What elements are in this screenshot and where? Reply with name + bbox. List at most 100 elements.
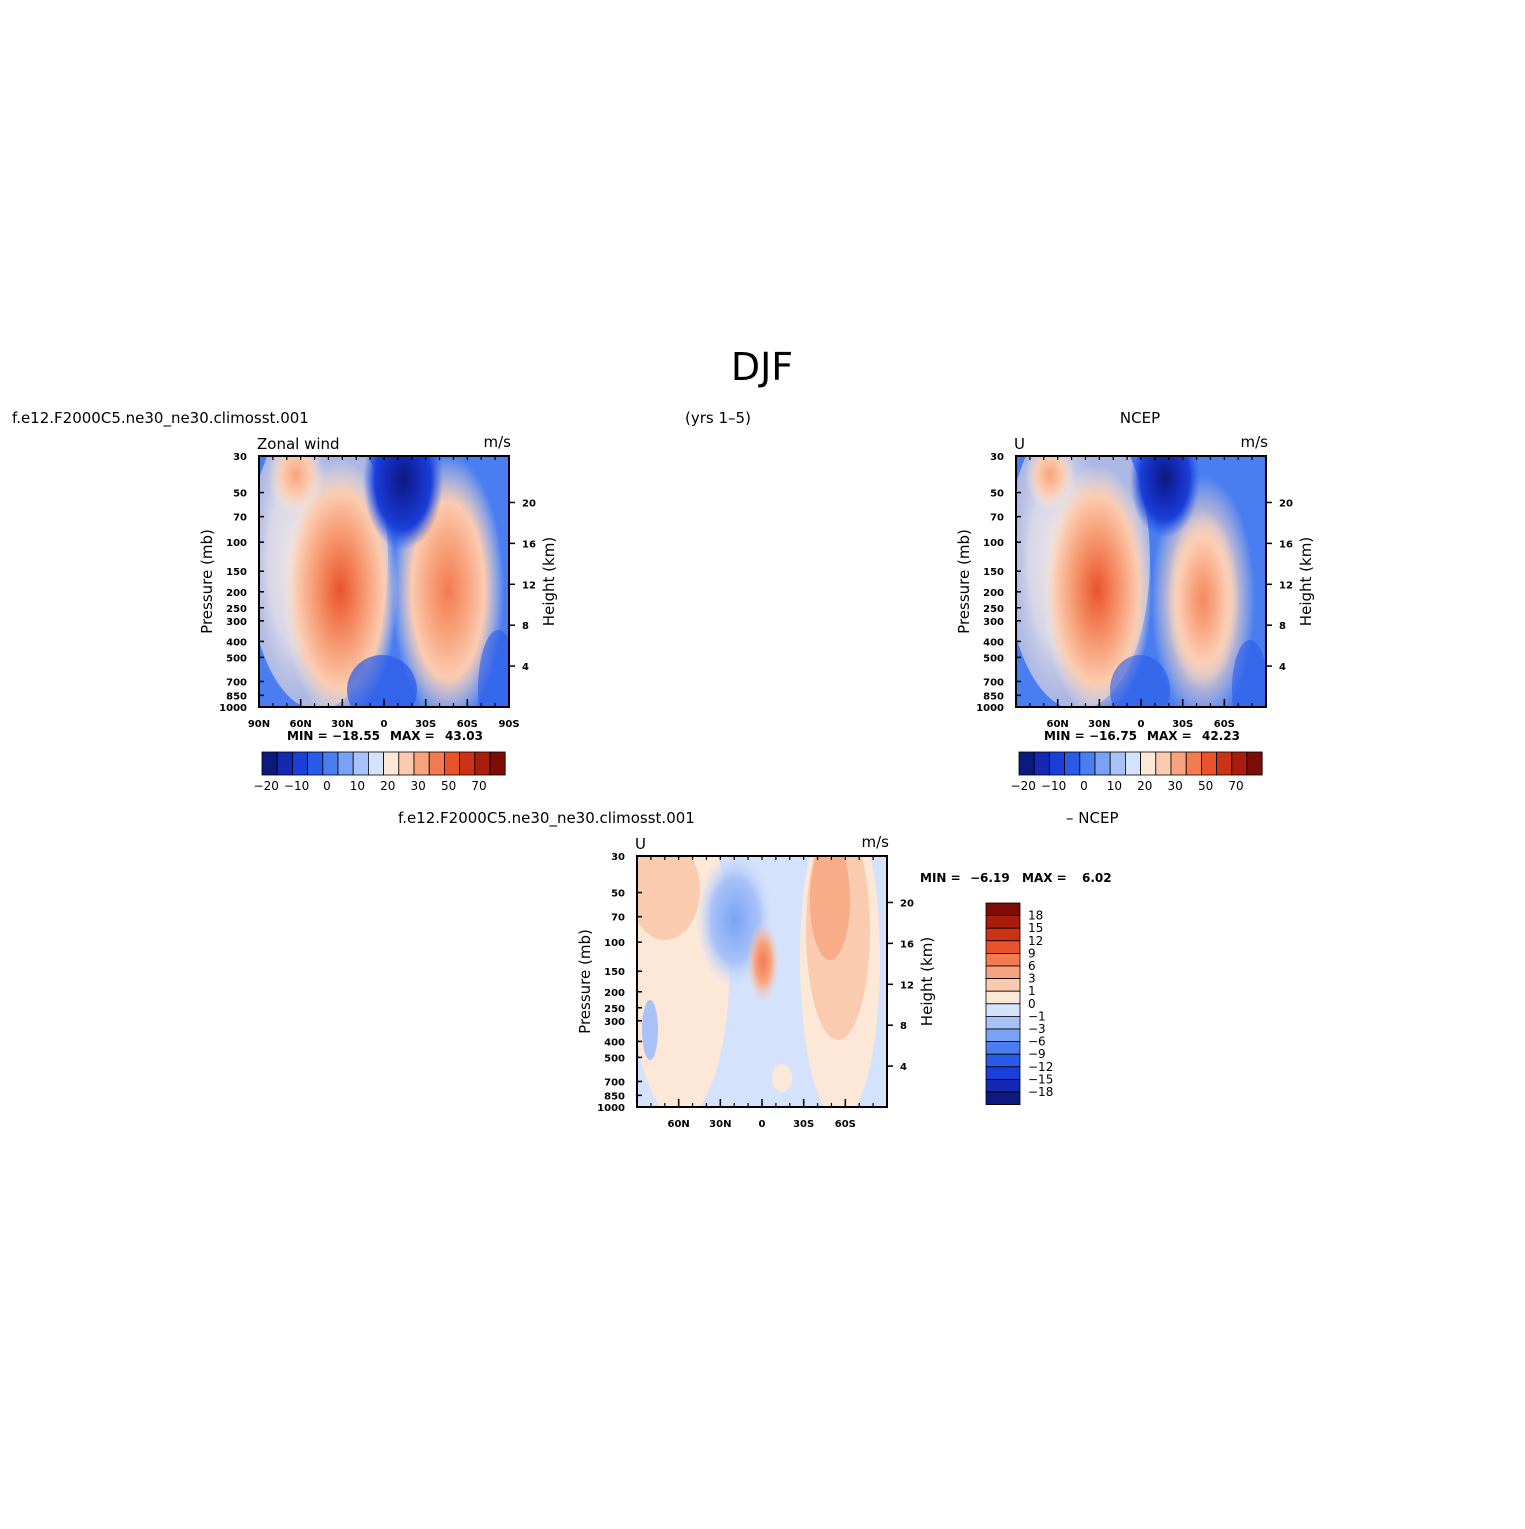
min-value: −18.55 [332, 729, 380, 743]
variable-label: U [635, 835, 646, 853]
units-label: m/s [862, 833, 890, 851]
colorbar-label: 3 [1028, 972, 1036, 986]
colorbar-label: −9 [1028, 1047, 1046, 1061]
colorbar-label: 9 [1028, 946, 1036, 960]
colorbar-swatch [428, 751, 445, 776]
pressure-tick-label: 250 [226, 604, 247, 615]
colorbar-swatch [1125, 751, 1142, 776]
colorbar-label: −6 [1028, 1035, 1046, 1049]
colorbar-swatch [291, 751, 308, 776]
colorbar-label: 70 [1228, 779, 1243, 793]
colorbar-swatch [307, 751, 324, 776]
colorbar-swatch [352, 751, 369, 776]
colorbar-label: −15 [1028, 1072, 1053, 1086]
max-value: 42.23 [1202, 729, 1240, 743]
max-label: MAX = [1147, 729, 1192, 743]
height-tick-label: 20 [522, 498, 536, 509]
units-label: m/s [484, 433, 512, 451]
colorbar-swatch [985, 1091, 1021, 1106]
colorbar-swatch [459, 751, 476, 776]
diff-panel [636, 855, 888, 1108]
colorbar-swatch [1170, 751, 1187, 776]
colorbar-label: −3 [1028, 1022, 1046, 1036]
colorbar-swatch [985, 1053, 1021, 1068]
colorbar-label: 0 [1028, 997, 1036, 1011]
max-value: 6.02 [1082, 871, 1112, 885]
colorbar-label: 50 [1198, 779, 1213, 793]
pressure-tick-label: 250 [983, 604, 1004, 615]
pressure-tick-label: 30 [233, 452, 247, 463]
pressure-tick-label: 100 [983, 538, 1004, 549]
colorbar-swatch [1079, 751, 1096, 776]
colorbar-label: 0 [323, 779, 331, 793]
colorbar-swatch [1231, 751, 1248, 776]
obs-name-label: NCEP [1120, 409, 1160, 427]
pressure-tick-label: 850 [983, 691, 1004, 702]
lat-tick-label: 30N [331, 719, 353, 730]
min-value: −6.19 [970, 871, 1010, 885]
colorbar-swatch [1216, 751, 1233, 776]
colorbar-swatch [1201, 751, 1218, 776]
height-tick-label: 4 [522, 662, 529, 673]
pressure-tick-label: 400 [604, 1037, 625, 1048]
height-tick-label: 20 [900, 898, 914, 909]
model-panel [258, 455, 510, 708]
colorbar-swatch [276, 751, 293, 776]
colorbar-swatch [261, 751, 278, 776]
colorbar-label: 10 [1107, 779, 1122, 793]
colorbar-swatch [383, 751, 400, 776]
colorbar-swatch [474, 751, 491, 776]
colorbar-label: −10 [284, 779, 309, 793]
lat-tick-label: 60S [835, 1119, 856, 1130]
pressure-tick-label: 700 [983, 677, 1004, 688]
min-label: MIN = [287, 729, 328, 743]
height-axis-title: Height (km) [1297, 537, 1315, 626]
pressure-tick-label: 30 [990, 452, 1004, 463]
pressure-tick-label: 50 [233, 489, 247, 500]
pressure-tick-label: 300 [604, 1017, 625, 1028]
colorbar-swatch [1094, 751, 1111, 776]
max-value: 43.03 [445, 729, 483, 743]
years-label: (yrs 1–5) [685, 409, 751, 427]
lat-tick-label: 0 [1138, 719, 1145, 730]
height-axis-title: Height (km) [540, 537, 558, 626]
max-label: MAX = [1022, 871, 1067, 885]
colorbar-label: 12 [1028, 934, 1043, 948]
height-tick-label: 16 [900, 939, 914, 950]
lat-tick-label: 30S [793, 1119, 814, 1130]
pressure-tick-label: 700 [226, 677, 247, 688]
pressure-tick-label: 70 [233, 513, 247, 524]
height-tick-label: 16 [522, 539, 536, 550]
pressure-tick-label: 1000 [976, 703, 1004, 714]
pressure-tick-label: 200 [983, 588, 1004, 599]
variable-label: Zonal wind [257, 435, 340, 453]
colorbar-label: 1 [1028, 984, 1036, 998]
height-tick-label: 8 [900, 1021, 907, 1032]
colorbar-label: 70 [471, 779, 486, 793]
pressure-tick-label: 1000 [597, 1103, 625, 1114]
lat-tick-label: 30N [709, 1119, 731, 1130]
pressure-tick-label: 150 [604, 967, 625, 978]
units-label: m/s [1241, 433, 1269, 451]
colorbar-swatch [985, 1003, 1021, 1017]
colorbar-swatch [443, 751, 460, 776]
colorbar-swatch [985, 915, 1021, 929]
pressure-tick-label: 150 [983, 567, 1004, 578]
pressure-tick-label: 850 [604, 1091, 625, 1102]
colorbar-swatch [985, 1066, 1021, 1080]
diff-case-name-label: f.e12.F2000C5.ne30_ne30.climosst.001 [398, 809, 695, 828]
pressure-tick-label: 500 [226, 653, 247, 664]
colorbar-swatch [398, 751, 415, 776]
lat-tick-label: 60S [457, 719, 478, 730]
pressure-tick-label: 500 [983, 653, 1004, 664]
lat-tick-label: 0 [759, 1119, 766, 1130]
max-label: MAX = [390, 729, 435, 743]
colorbar-label: −1 [1028, 1009, 1046, 1023]
pressure-tick-label: 70 [611, 913, 625, 924]
colorbar-swatch [985, 1041, 1021, 1055]
pressure-tick-label: 500 [604, 1053, 625, 1064]
lat-tick-label: 90N [248, 719, 270, 730]
pressure-tick-label: 100 [604, 938, 625, 949]
min-value: −16.75 [1089, 729, 1137, 743]
